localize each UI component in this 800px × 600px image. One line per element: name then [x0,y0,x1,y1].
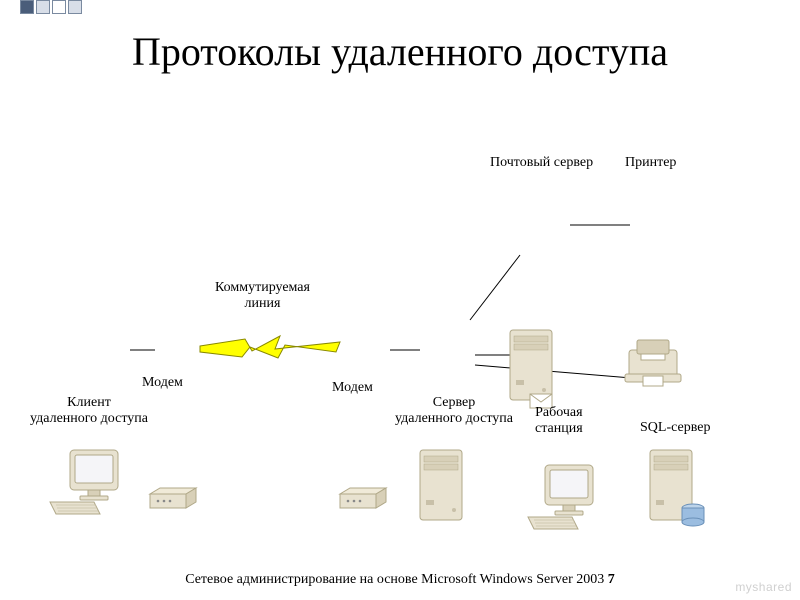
watermark: myshared [735,580,792,594]
client-label: Клиент удаленного доступа [30,395,148,427]
slide-footer: Сетевое администрирование на основе Micr… [0,572,800,588]
network-diagram: Клиент удаленного доступа Модем Коммутир… [0,150,800,550]
mailserver-label: Почтовый сервер [490,155,593,171]
footer-text: Сетевое администрирование на основе Micr… [185,572,604,587]
mail-server-icon [510,330,552,408]
sqlserver-label: SQL-сервер [640,420,710,436]
workstation-label: Рабочая станция [535,405,583,437]
workstation-icon [528,465,593,529]
sql-server-icon [650,450,704,526]
diagram-svg [0,150,800,600]
page-number: 7 [608,572,615,587]
ras-label: Сервер удаленного доступа [395,395,513,427]
ras-server-icon [420,450,462,520]
switched-line-label: Коммутируемая линия [215,280,310,312]
slide-decoration [20,0,82,14]
modem1-label: Модем [142,375,183,391]
diagram-edges [130,225,655,380]
printer-label: Принтер [625,155,676,171]
slide-title: Протоколы удаленного доступа [0,30,800,74]
modem2-label: Модем [332,380,373,396]
printer-icon [625,340,681,386]
modem-2-icon [340,488,386,508]
client-pc-icon [50,450,118,514]
switched-line-bolt [200,336,340,358]
modem-1-icon [150,488,196,508]
